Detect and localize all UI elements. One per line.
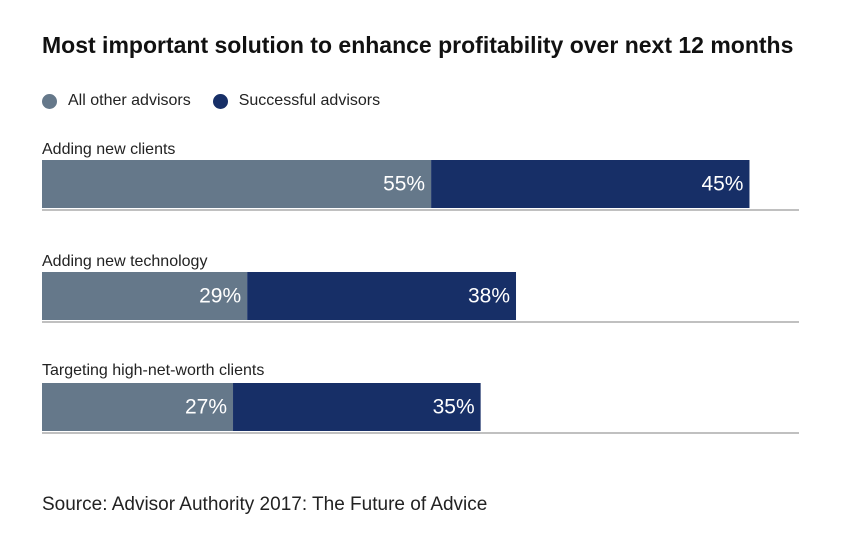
- data-label-successful-advisors-targeting-high-net-worth-clients: 35%: [433, 396, 475, 419]
- bar-all-other-advisors-targeting-high-net-worth-clients: [42, 383, 234, 431]
- legend-label-all-other-advisors: All other advisors: [68, 92, 191, 109]
- legend-item-successful-advisors: Successful advisors: [212, 92, 381, 110]
- data-label-successful-advisors-adding-new-clients: 45%: [701, 173, 743, 196]
- bar-successful-advisors-adding-new-technology: [247, 272, 517, 320]
- chart-title: Most important solution to enhance profi…: [42, 32, 794, 58]
- bar-all-other-advisors-adding-new-technology: [42, 272, 248, 320]
- bar-successful-advisors-adding-new-clients: [431, 160, 750, 208]
- bar-successful-advisors-targeting-high-net-worth-clients: [233, 383, 481, 431]
- legend: All other advisors Successful advisors: [42, 90, 402, 112]
- legend-item-all-other-advisors: All other advisors: [42, 92, 191, 110]
- data-label-all-other-advisors-adding-new-technology: 29%: [199, 285, 241, 308]
- category-label-targeting-high-net-worth-clients: Targeting high-net-worth clients: [42, 362, 264, 379]
- legend-swatch-successful-advisors: [212, 93, 228, 109]
- category-label-adding-new-technology: Adding new technology: [42, 253, 207, 270]
- data-label-all-other-advisors-targeting-high-net-worth-clients: 27%: [185, 396, 227, 419]
- legend-label-successful-advisors: Successful advisors: [238, 92, 381, 109]
- source-note: Source: Advisor Authority 2017: The Futu…: [42, 494, 488, 515]
- category-label-adding-new-clients: Adding new clients: [42, 141, 175, 158]
- bar-all-other-advisors-adding-new-clients: [42, 160, 432, 208]
- legend-swatch-all-other-advisors: [42, 93, 57, 109]
- data-label-successful-advisors-adding-new-technology: 38%: [468, 285, 510, 308]
- data-label-all-other-advisors-adding-new-clients: 55%: [383, 173, 425, 196]
